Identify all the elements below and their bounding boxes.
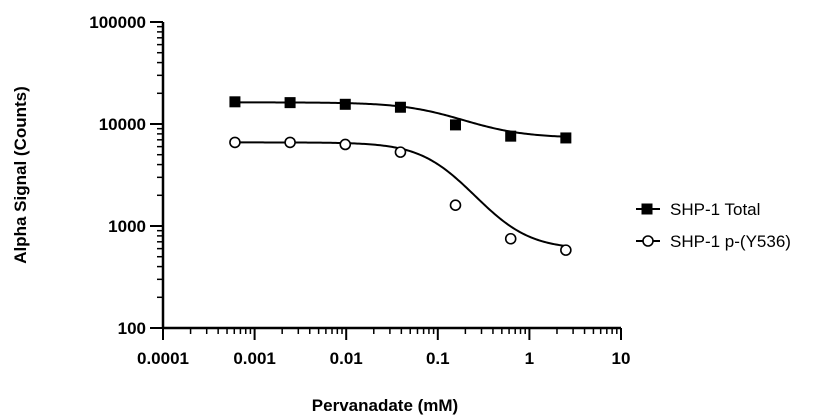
legend-label-series-1: SHP-1 Total: [670, 200, 760, 219]
y-axis-title: Alpha Signal (Counts): [11, 86, 30, 264]
x-tick-label: 1: [525, 349, 534, 368]
data-point-series-2: [504, 232, 517, 245]
x-axis-title: Pervanadate (mM): [312, 396, 458, 415]
y-tick-label: 100000: [89, 13, 146, 32]
fit-curve-series-2: [234, 141, 566, 248]
tick-labels: 100 1000 10000 100000 0.0001 0.001 0.01 0.1 1 10: [89, 13, 630, 368]
x-tick-label: 10: [612, 349, 631, 368]
data-point-series-2: [229, 136, 241, 149]
axes: [161, 22, 621, 330]
data-point-series-1: [505, 130, 517, 142]
x-tick-label: 0.1: [426, 349, 450, 368]
data-point-series-1: [449, 119, 461, 131]
data-point-series-1: [394, 101, 406, 113]
y-tick-label: 100: [118, 319, 146, 338]
data-points: [229, 96, 572, 256]
data-point-series-1: [229, 96, 241, 108]
x-tick-label: 0.0001: [137, 349, 189, 368]
data-point-series-1: [284, 97, 296, 109]
legend: SHP-1 Total SHP-1 p-(Y536): [636, 200, 791, 251]
data-point-series-2: [449, 199, 462, 211]
legend-label-series-2: SHP-1 p-(Y536): [670, 232, 791, 251]
data-point-series-2: [394, 146, 407, 158]
x-tick-label: 0.001: [233, 349, 276, 368]
fit-curves: [234, 101, 566, 248]
x-tick-label: 0.01: [330, 349, 363, 368]
data-point-series-1: [339, 98, 351, 110]
y-tick-label: 1000: [108, 217, 146, 236]
data-point-series-2: [339, 138, 352, 151]
y-tick-label: 10000: [99, 115, 146, 134]
legend-item-series-1: SHP-1 Total: [636, 200, 760, 219]
data-point-series-2: [560, 244, 572, 256]
axis-ticks: [150, 21, 622, 340]
data-point-series-1: [560, 132, 572, 144]
legend-item-series-2: SHP-1 p-(Y536): [636, 232, 791, 251]
data-point-series-2: [284, 136, 296, 149]
